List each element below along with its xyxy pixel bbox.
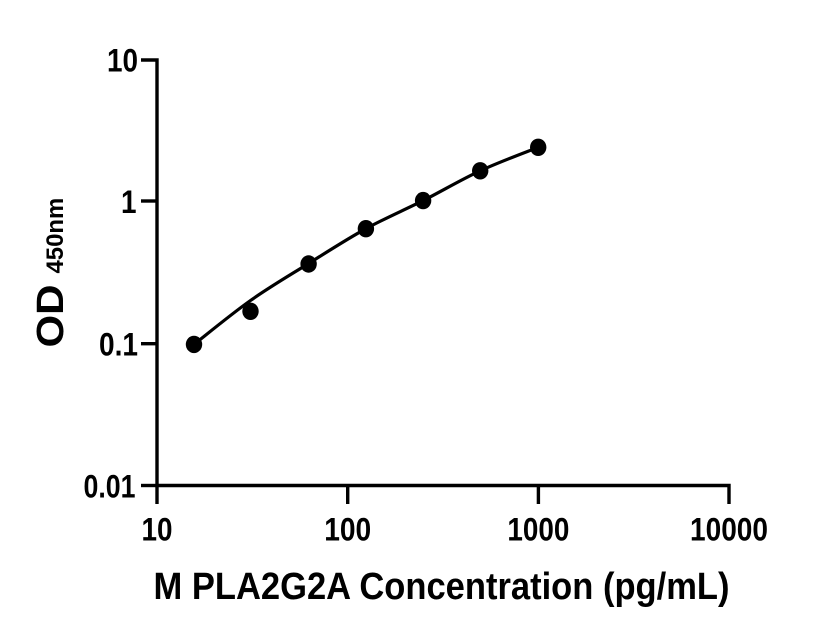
- svg-text:10: 10: [107, 43, 138, 79]
- svg-text:M PLA2G2A Concentration (pg/mL: M PLA2G2A Concentration (pg/mL): [154, 566, 730, 608]
- svg-text:OD: OD: [30, 285, 72, 348]
- svg-text:1000: 1000: [507, 512, 569, 548]
- svg-text:100: 100: [324, 512, 371, 548]
- svg-text:450nm: 450nm: [42, 198, 69, 274]
- svg-text:10: 10: [142, 512, 173, 548]
- svg-text:0.01: 0.01: [84, 469, 136, 505]
- svg-text:0.1: 0.1: [99, 327, 138, 363]
- svg-text:1: 1: [121, 184, 137, 220]
- svg-text:10000: 10000: [690, 512, 768, 548]
